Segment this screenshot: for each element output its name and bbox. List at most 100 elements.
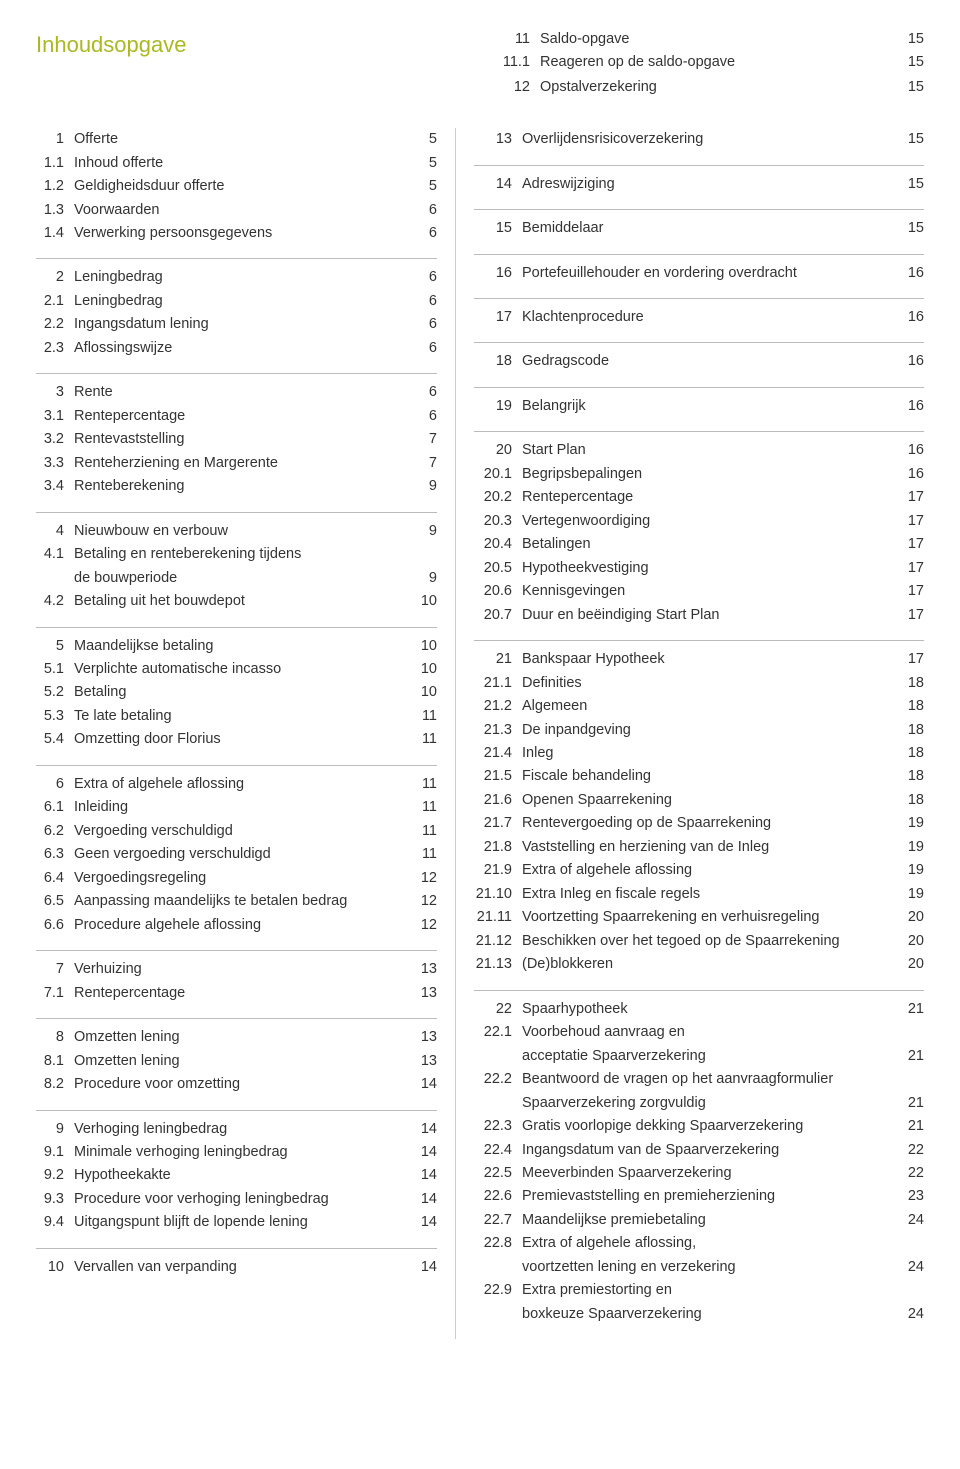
toc-label: Betaling [74, 681, 405, 703]
toc-row: 16Portefeuillehouder en vordering overdr… [474, 262, 924, 284]
toc-number: 6 [36, 773, 74, 795]
toc-page: 20 [892, 953, 924, 975]
toc-label: Procedure algehele aflossing [74, 914, 405, 936]
toc-label: Klachtenprocedure [522, 306, 892, 328]
toc-label: Start Plan [522, 439, 892, 461]
toc-page: 6 [405, 405, 437, 427]
toc-label: boxkeuze Spaarverzekering [522, 1303, 892, 1325]
toc-page: 6 [405, 290, 437, 312]
toc-row: 22.1Voorbehoud aanvraag en [474, 1021, 924, 1043]
toc-row: 5.3Te late betaling11 [36, 705, 437, 727]
toc-page: 10 [405, 590, 437, 612]
toc-section: 3Rente63.1Rentepercentage63.2Rentevastst… [36, 373, 437, 497]
toc-label: Adreswijziging [522, 173, 892, 195]
toc-page: 21 [892, 1045, 924, 1067]
toc-page: 12 [405, 867, 437, 889]
toc-label: Rentepercentage [74, 405, 405, 427]
toc-page: 22 [892, 1139, 924, 1161]
toc-page: 11 [405, 796, 437, 818]
toc-row: 3.3Renteherziening en Margerente7 [36, 452, 437, 474]
toc-page: 10 [405, 658, 437, 680]
toc-row: 5Maandelijkse betaling10 [36, 635, 437, 657]
toc-number: 22.9 [474, 1279, 522, 1301]
toc-label: Beschikken over het tegoed op de Spaarre… [522, 930, 892, 952]
toc-page: 11 [405, 820, 437, 842]
toc-page: 17 [892, 510, 924, 532]
toc-label: Algemeen [522, 695, 892, 717]
toc-number: 8.2 [36, 1073, 74, 1095]
toc-number: 1.2 [36, 175, 74, 197]
toc-row: 6.1Inleiding11 [36, 796, 437, 818]
toc-number: 22 [474, 998, 522, 1020]
toc-page [892, 1232, 924, 1254]
toc-number: 10 [36, 1256, 74, 1278]
toc-page: 9 [405, 567, 437, 589]
toc-label: Vaststelling en herziening van de Inleg [522, 836, 892, 858]
toc-label: Inleg [522, 742, 892, 764]
toc-row: 20.4Betalingen17 [474, 533, 924, 555]
toc-number: 20.3 [474, 510, 522, 532]
toc-number: 2 [36, 266, 74, 288]
toc-label: Offerte [74, 128, 405, 150]
toc-label: Ingangsdatum lening [74, 313, 405, 335]
toc-label: Verplichte automatische incasso [74, 658, 405, 680]
toc-label: Voorwaarden [74, 199, 405, 221]
toc-number: 20.2 [474, 486, 522, 508]
toc-left-column: 1Offerte51.1Inhoud offerte51.2Geldigheid… [36, 128, 456, 1339]
toc-number: 22.8 [474, 1232, 522, 1254]
toc-page: 13 [405, 1026, 437, 1048]
toc-row: 3Rente6 [36, 381, 437, 403]
toc-label: Openen Spaarrekening [522, 789, 892, 811]
toc-number: 5 [36, 635, 74, 657]
toc-page: 17 [892, 648, 924, 670]
toc-page: 6 [405, 313, 437, 335]
toc-row: 21.6Openen Spaarrekening18 [474, 789, 924, 811]
toc-number: 22.3 [474, 1115, 522, 1137]
toc-row: 22.2Beantwoord de vragen op het aanvraag… [474, 1068, 924, 1090]
toc-number: 3.2 [36, 428, 74, 450]
toc-row: 21.13(De)blokkeren20 [474, 953, 924, 975]
toc-row: 6Extra of algehele aflossing11 [36, 773, 437, 795]
toc-page: 12 [405, 890, 437, 912]
toc-number: 21.8 [474, 836, 522, 858]
toc-page [892, 1021, 924, 1043]
toc-number: 21.11 [474, 906, 522, 928]
toc-page: 21 [892, 998, 924, 1020]
toc-row: 6.4Vergoedingsregeling12 [36, 867, 437, 889]
toc-row: 13Overlijdensrisicoverzekering15 [474, 128, 924, 150]
toc-page: 17 [892, 533, 924, 555]
toc-label: Maandelijkse premiebetaling [522, 1209, 892, 1231]
toc-number: 5.4 [36, 728, 74, 750]
toc-page: 19 [892, 836, 924, 858]
toc-row: 20.1Begripsbepalingen16 [474, 463, 924, 485]
toc-label: Inhoud offerte [74, 152, 405, 174]
toc-section: 5Maandelijkse betaling105.1Verplichte au… [36, 627, 437, 751]
toc-page: 7 [405, 452, 437, 474]
toc-row: boxkeuze Spaarverzekering24 [474, 1303, 924, 1325]
toc-page: 6 [405, 266, 437, 288]
toc-number: 9.4 [36, 1211, 74, 1233]
toc-number: 6.1 [36, 796, 74, 818]
toc-label: Uitgangspunt blijft de lopende lening [74, 1211, 405, 1233]
toc-number: 18 [474, 350, 522, 372]
toc-page: 16 [892, 306, 924, 328]
toc-number: 20.1 [474, 463, 522, 485]
toc-number: 12 [492, 76, 540, 98]
toc-row: 22.7Maandelijkse premiebetaling24 [474, 1209, 924, 1231]
toc-section: 8Omzetten lening138.1Omzetten lening138.… [36, 1018, 437, 1095]
toc-page: 16 [892, 262, 924, 284]
toc-label: voortzetten lening en verzekering [522, 1256, 892, 1278]
toc-number: 3.4 [36, 475, 74, 497]
toc-label: Verhoging leningbedrag [74, 1118, 405, 1140]
toc-row: 1Offerte5 [36, 128, 437, 150]
toc-number [474, 1256, 522, 1278]
toc-number: 9.3 [36, 1188, 74, 1210]
toc-page: 22 [892, 1162, 924, 1184]
toc-label: Beantwoord de vragen op het aanvraagform… [522, 1068, 892, 1090]
toc-page: 18 [892, 789, 924, 811]
toc-page: 13 [405, 1050, 437, 1072]
toc-label: Renteberekening [74, 475, 405, 497]
toc-label: (De)blokkeren [522, 953, 892, 975]
toc-number: 20.7 [474, 604, 522, 626]
toc-row: 9.3Procedure voor verhoging leningbedrag… [36, 1188, 437, 1210]
